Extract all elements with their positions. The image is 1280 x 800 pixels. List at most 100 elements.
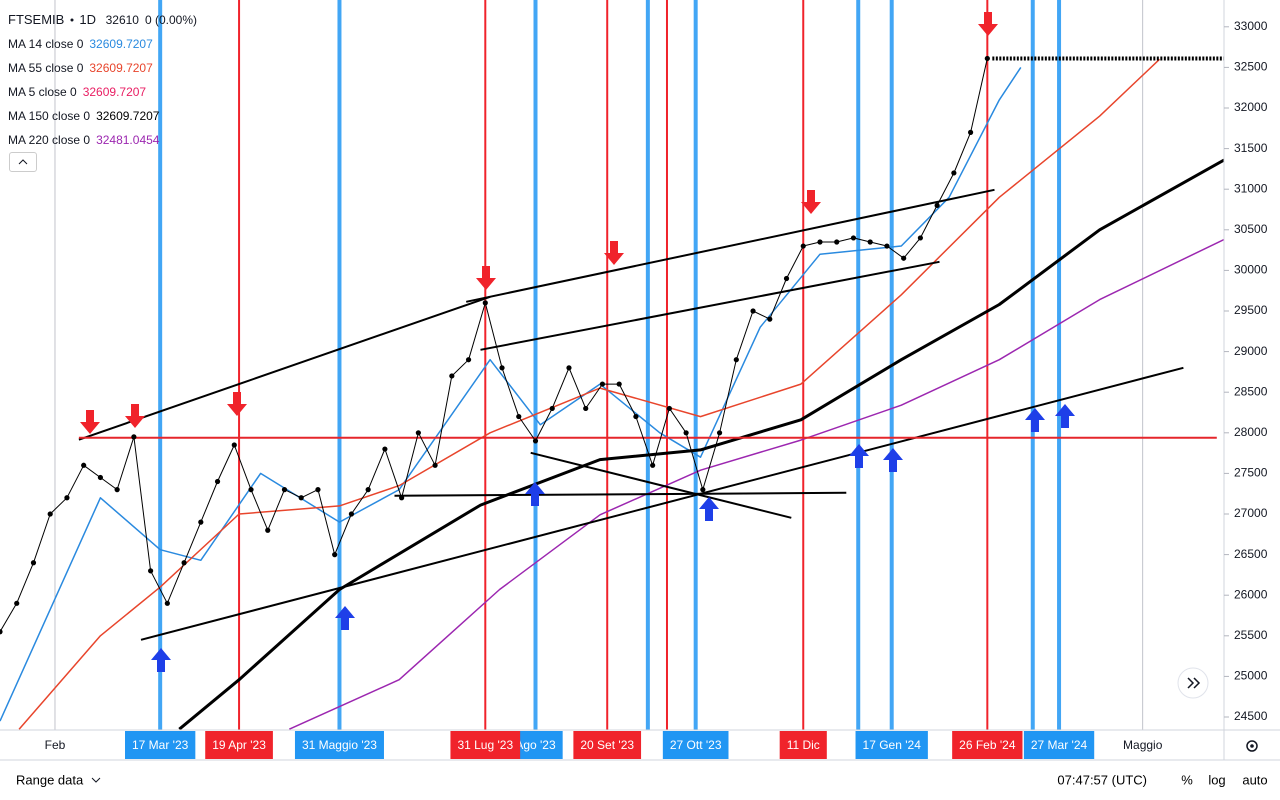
date-marker-label: 20 Set '23 [580, 738, 634, 752]
settings-icon[interactable] [1246, 740, 1258, 752]
signal-arrows [80, 12, 1075, 672]
date-marker-label-bg [779, 731, 827, 759]
y-tick-label: 29000 [1234, 344, 1268, 358]
date-marker-label-bg [573, 731, 642, 759]
interval: 1D [79, 12, 96, 27]
price-dot [114, 487, 120, 493]
date-marker-label-bg [1023, 731, 1095, 759]
date-marker-label: 27 Mar '24 [1031, 738, 1088, 752]
date-marker-label-bg [125, 731, 196, 759]
y-tick-label: 30500 [1234, 222, 1268, 236]
scroll-button[interactable] [1177, 667, 1209, 699]
date-marker-label-bg [952, 731, 1023, 759]
date-marker-label-bg [855, 731, 928, 759]
price-line [0, 58, 988, 632]
legend-name: MA 220 close 0 [8, 133, 91, 147]
price-dot [917, 235, 923, 241]
price-dot [64, 495, 70, 501]
y-tick-label: 28500 [1234, 384, 1268, 398]
price-change: 0 (0.00%) [144, 13, 197, 27]
price-dot [650, 462, 656, 468]
price-dot [549, 405, 555, 412]
y-tick-label: 33000 [1234, 19, 1268, 33]
date-marker-label: 27 Ott '23 [670, 738, 722, 752]
y-tick-label: 30000 [1234, 263, 1268, 277]
range-button[interactable]: Range data [16, 772, 84, 787]
price-dot [616, 381, 622, 387]
price-dot [817, 239, 823, 245]
ma-line [18, 58, 1161, 730]
legend-name: MA 5 close 0 [8, 85, 77, 99]
date-marker-label: 26 Feb '24 [959, 738, 1016, 752]
auto-button[interactable]: auto [1242, 772, 1267, 787]
price-dot [834, 239, 840, 245]
price-dot [583, 405, 589, 412]
price-dot [399, 495, 405, 501]
date-marker-label: 17 Gen '24 [863, 738, 922, 752]
price-dot [214, 478, 221, 485]
percent-button[interactable]: % [1181, 772, 1193, 787]
log-button[interactable]: log [1208, 772, 1225, 787]
y-tick-label: 24500 [1234, 709, 1268, 723]
trend-line [394, 491, 847, 497]
trend-line [78, 295, 491, 441]
price-dot [750, 308, 756, 314]
price-dot [432, 462, 438, 468]
legend-name: MA 55 close 0 [8, 61, 84, 75]
price-dot [415, 430, 421, 436]
price-dot [683, 430, 689, 436]
date-marker-label: Ago '23 [515, 738, 556, 752]
price-dot [700, 487, 706, 493]
price-dot [733, 357, 739, 363]
date-marker-label-bg [662, 731, 729, 759]
price-dot [901, 255, 907, 261]
trend-line [465, 188, 995, 303]
y-tick-label: 28000 [1234, 425, 1268, 439]
y-tick-label: 25500 [1234, 628, 1268, 642]
y-tick-label: 32000 [1234, 100, 1268, 114]
y-tick-label: 26500 [1234, 547, 1268, 561]
price-dot [281, 487, 288, 493]
price-dot [482, 300, 488, 306]
price-dot [198, 519, 204, 525]
price-dot [884, 243, 890, 249]
price-dot [332, 552, 338, 558]
price-dot [81, 462, 87, 468]
date-marker-label-bg [450, 731, 521, 759]
collapse-legend-button[interactable] [9, 152, 37, 172]
y-tick-label: 25000 [1234, 669, 1268, 683]
date-marker-label-bg [205, 731, 273, 759]
price-dot [315, 487, 321, 493]
legend-value: 32609.7207 [82, 85, 147, 99]
legend-value: 32481.0454 [96, 133, 160, 147]
price-dot [532, 438, 539, 444]
price-dot [800, 243, 806, 249]
price-dot [867, 239, 873, 245]
y-tick-label: 31500 [1234, 141, 1268, 155]
ma-line [288, 238, 1224, 730]
ma-line [178, 158, 1224, 730]
y-tick-label: 29500 [1234, 303, 1268, 317]
trend-line [480, 260, 940, 351]
y-tick-label: 26000 [1234, 587, 1268, 601]
legend-name: MA 150 close 0 [8, 109, 91, 123]
price-dot [566, 365, 572, 371]
price-dot [499, 365, 505, 371]
symbol-header: FTSEMIB 1D 32610 0 (0.00%) [8, 8, 203, 32]
legend-value: 32609.7207 [96, 109, 160, 123]
price-dot [0, 629, 3, 635]
legend-value: 32609.7207 [89, 37, 153, 51]
legend-entry: MA 150 close 0 32609.7207 [8, 104, 203, 128]
price-dot [984, 55, 990, 62]
price-dot [516, 413, 522, 420]
price-dot [951, 170, 957, 176]
price-dot [131, 434, 137, 440]
separator [70, 18, 74, 22]
y-tick-label: 27500 [1234, 466, 1268, 480]
legend-entry: MA 5 close 0 32609.7207 [8, 80, 203, 104]
price-dot [449, 373, 455, 379]
date-marker-label-bg [294, 731, 384, 759]
last-price: 32610 [105, 13, 139, 27]
price-dot [148, 568, 154, 574]
